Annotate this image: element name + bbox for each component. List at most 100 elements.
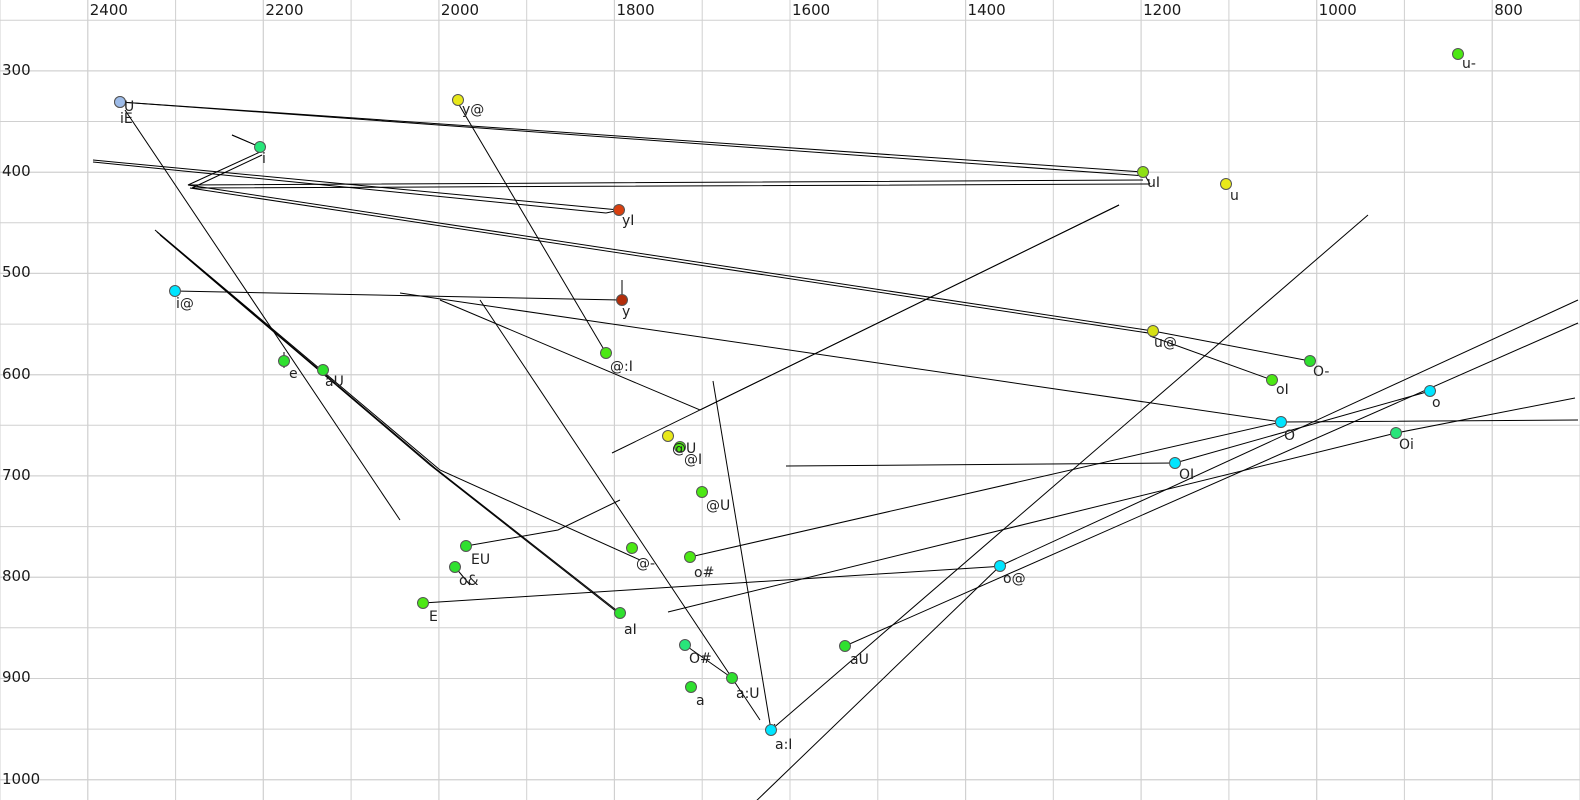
data-point-marker[interactable] [626, 542, 638, 554]
data-point-marker[interactable] [169, 285, 181, 297]
trajectory-line [422, 565, 1006, 604]
data-point-label: Oi [1399, 437, 1414, 453]
trajectory-lines [92, 101, 1579, 800]
data-point-marker[interactable] [1137, 166, 1149, 178]
data-point-marker[interactable] [1390, 427, 1402, 439]
data-point-marker[interactable] [616, 294, 628, 306]
data-point-marker[interactable] [994, 560, 1006, 572]
y-axis-tick-label: 700 [2, 465, 31, 484]
data-point-marker[interactable] [726, 672, 738, 684]
data-point-marker[interactable] [696, 486, 708, 498]
data-point-label: y [622, 304, 631, 320]
data-point-marker[interactable] [613, 204, 625, 216]
data-point-marker[interactable] [1275, 416, 1287, 428]
data-point-marker[interactable] [278, 355, 290, 367]
data-point-label: @U [706, 498, 731, 514]
data-point-marker[interactable] [417, 597, 429, 609]
y-axis-tick-label: 300 [2, 60, 31, 79]
x-axis-tick-label: 2200 [265, 1, 304, 19]
data-point-marker[interactable] [317, 364, 329, 376]
y-axis-tick-label: 600 [2, 364, 31, 383]
y-axis-tick-label: 500 [2, 263, 31, 282]
data-point-marker[interactable] [460, 540, 472, 552]
data-point-label: uI [1147, 175, 1161, 191]
data-point-marker[interactable] [765, 724, 777, 736]
data-point-label: o& [459, 573, 479, 589]
data-point-label: oI [1276, 382, 1289, 398]
data-point-label: i@ [176, 296, 194, 312]
trajectory-line [1174, 390, 1431, 464]
x-axis-tick-label: 1200 [1143, 1, 1182, 19]
trajectory-line [465, 499, 621, 547]
data-point-label: a [696, 693, 705, 709]
data-point-marker[interactable] [662, 430, 674, 442]
data-point-label: o [1432, 395, 1441, 411]
trajectory-line [999, 299, 1579, 567]
data-point-label: U [124, 99, 135, 115]
trajectory-line [92, 161, 607, 214]
data-point-label: @U [672, 441, 697, 457]
data-point-marker[interactable] [614, 607, 626, 619]
x-axis-tick-label: 1600 [792, 1, 831, 19]
data-point-marker[interactable] [1266, 374, 1278, 386]
x-axis-tick-label: 800 [1494, 1, 1523, 19]
x-axis-tick-label: 2400 [89, 1, 128, 19]
trajectory-line [119, 101, 1144, 173]
trajectory-line [457, 102, 607, 354]
data-point-label: O [1284, 428, 1296, 444]
data-point-label: u [1230, 188, 1239, 204]
data-point-marker[interactable] [600, 347, 612, 359]
data-point-marker[interactable] [674, 441, 686, 453]
data-point-label: E [429, 609, 438, 625]
data-point-label: aI [624, 622, 637, 638]
trajectory-line [187, 151, 1144, 186]
data-point-marker[interactable] [1220, 178, 1232, 190]
trajectory-line [770, 214, 1369, 731]
data-point-marker[interactable] [1424, 385, 1436, 397]
data-point-marker[interactable] [1147, 325, 1159, 337]
data-point-label: O- [1313, 364, 1330, 380]
trajectory-line [439, 204, 1120, 411]
trajectory-line [92, 159, 620, 211]
y-axis-tick-label: 800 [2, 567, 31, 586]
x-axis-tick-label: 1000 [1318, 1, 1357, 19]
y-axis-tick-label: 1000 [2, 769, 41, 788]
trajectory-line [1149, 335, 1273, 381]
trajectory-line [174, 290, 621, 301]
data-point-label: a:I [775, 737, 793, 753]
data-point-label: e [289, 366, 298, 382]
trajectory-line [1152, 330, 1311, 362]
data-point-marker[interactable] [254, 141, 266, 153]
data-point-marker[interactable] [684, 551, 696, 563]
data-point-label: o@ [1003, 571, 1026, 587]
trajectory-line [124, 109, 401, 521]
y-axis-tick-label: 400 [2, 162, 31, 181]
data-point-marker[interactable] [679, 639, 691, 651]
data-point-marker[interactable] [1304, 355, 1316, 367]
trajectory-line [189, 187, 1156, 335]
data-point-label: @I [684, 452, 703, 468]
data-point-marker[interactable] [1452, 48, 1464, 60]
trajectory-line [844, 322, 1579, 647]
data-point-marker[interactable] [114, 96, 126, 108]
data-point-marker[interactable] [1169, 457, 1181, 469]
trajectory-line [154, 229, 641, 561]
y-axis-tick-label: 900 [2, 668, 31, 687]
trajectory-line [689, 419, 1579, 558]
trajectory-line [756, 565, 1001, 800]
data-point-marker[interactable] [452, 94, 464, 106]
trajectory-line [159, 234, 623, 617]
data-point-marker[interactable] [685, 681, 697, 693]
data-point-label: u- [1462, 56, 1476, 72]
data-point-label: @- [636, 556, 656, 572]
data-point-label: EU [471, 552, 491, 568]
data-point-label: i [262, 151, 266, 167]
data-point-markers [114, 48, 1464, 736]
data-point-marker[interactable] [449, 561, 461, 573]
x-axis-tick-label: 2000 [440, 1, 480, 19]
data-point-label: o# [694, 565, 715, 581]
data-point-marker[interactable] [839, 640, 851, 652]
